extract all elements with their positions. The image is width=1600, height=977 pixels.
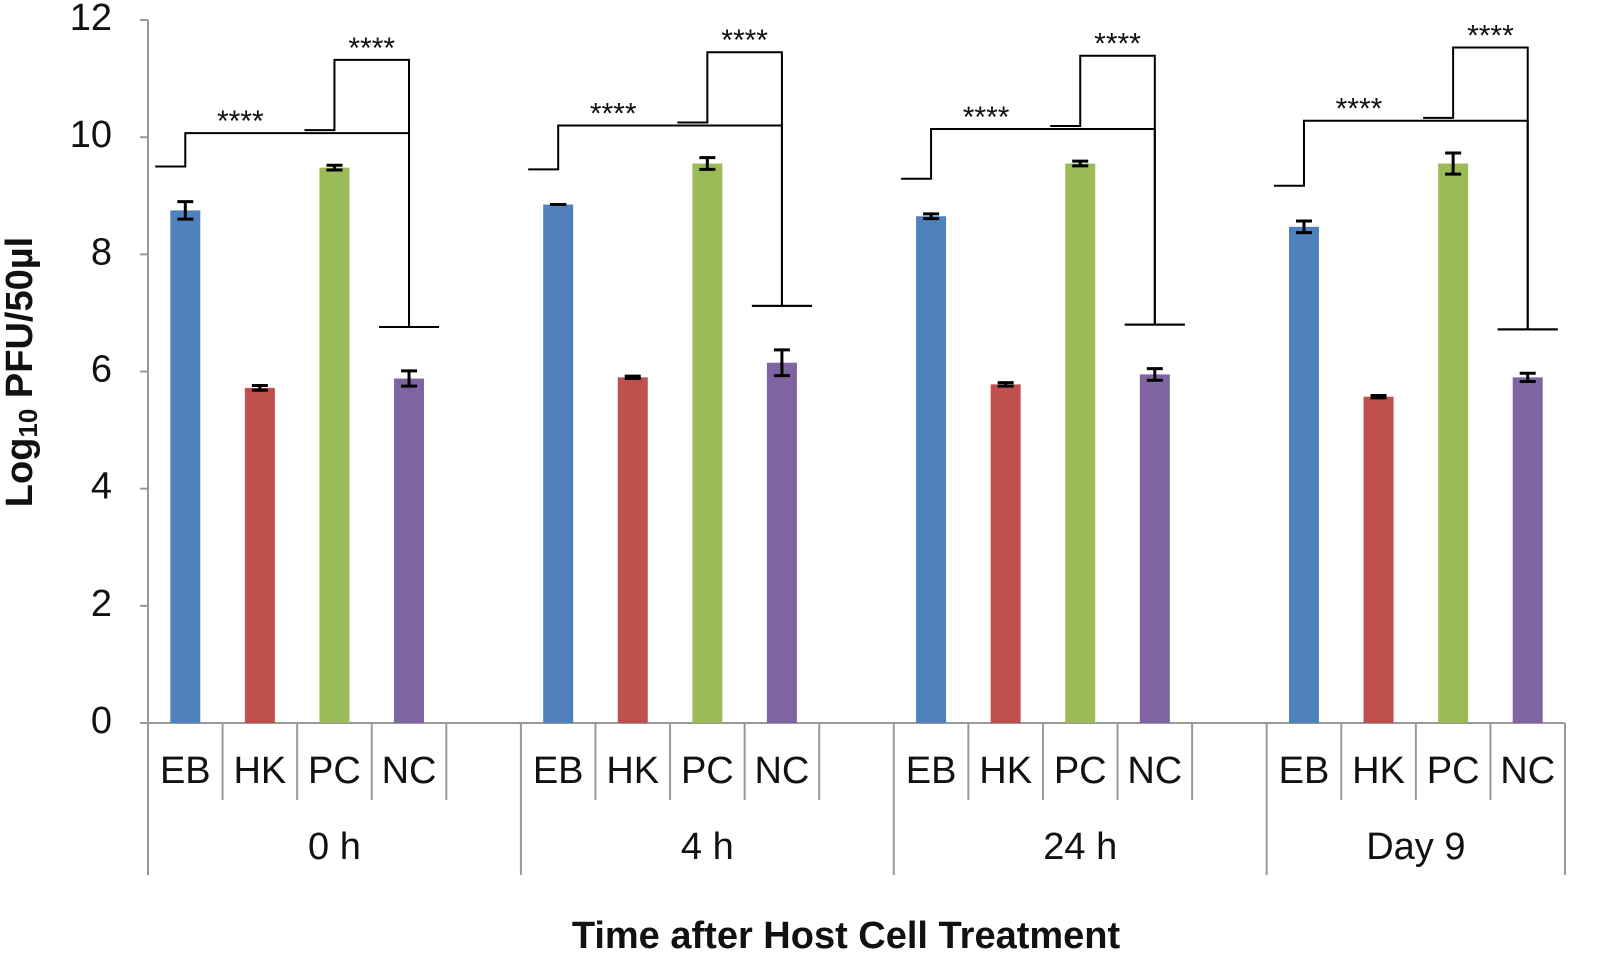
error-bar [624, 374, 641, 381]
significance-bracket [1423, 46, 1558, 331]
bar [916, 216, 947, 724]
significance-label: **** [721, 24, 768, 57]
bar [170, 210, 201, 724]
y-tick-label: 2 [91, 583, 112, 625]
bar [1288, 226, 1319, 723]
significance-label: **** [1467, 19, 1514, 52]
y-tick-label: 6 [91, 349, 112, 391]
y-tick-label: 0 [91, 700, 112, 742]
error-bar [1146, 367, 1163, 382]
error-bar [177, 200, 194, 221]
x-tick-label: HK [1352, 750, 1405, 792]
bar [1512, 377, 1543, 723]
group-label: 24 h [1043, 826, 1117, 868]
y-label-subscript: 10 [13, 409, 43, 438]
error-bar [773, 348, 790, 378]
group-label: 0 h [308, 826, 361, 868]
x-tick-label: PC [1427, 750, 1480, 792]
bar [617, 377, 648, 723]
bar [692, 163, 723, 723]
x-tick-label: HK [233, 750, 286, 792]
y-label-base: Log [0, 438, 41, 508]
bar [1438, 163, 1469, 723]
error-bar [1445, 151, 1462, 176]
bar [990, 384, 1021, 723]
y-tick-label: 12 [70, 0, 112, 39]
significance-bracket [304, 58, 440, 328]
y-axis-label: Log10 PFU/50µl [0, 237, 43, 507]
error-bar [1295, 219, 1312, 235]
significance-label: **** [1094, 28, 1141, 61]
bar [1139, 374, 1170, 723]
x-tick-label: EB [1279, 750, 1330, 792]
y-label-rest: PFU/50µl [0, 237, 41, 409]
x-tick-label: NC [1127, 750, 1182, 792]
significance-label: **** [590, 97, 637, 130]
group-label: Day 9 [1366, 826, 1465, 868]
error-bar [923, 212, 940, 221]
bar [766, 362, 797, 723]
bar [319, 167, 350, 723]
y-tick-label: 8 [91, 231, 112, 273]
x-tick-label: EB [160, 750, 211, 792]
x-tick-label: HK [979, 750, 1032, 792]
significance-label: **** [217, 105, 264, 138]
x-tick-label: PC [681, 750, 734, 792]
error-bar [251, 384, 268, 392]
error-bar [699, 156, 716, 171]
x-tick-label: NC [754, 750, 809, 792]
x-tick-label: NC [1500, 750, 1555, 792]
significance-label: **** [1336, 93, 1383, 126]
error-bar [1072, 159, 1089, 168]
significance-bracket [1050, 54, 1185, 326]
y-tick-label: 10 [70, 114, 112, 156]
error-bar [401, 369, 418, 388]
y-tick-label: 4 [91, 466, 112, 508]
x-tick-label: HK [606, 750, 659, 792]
error-bar [326, 163, 343, 172]
x-tick-label: EB [533, 750, 584, 792]
significance-bracket [677, 51, 812, 307]
bar [1363, 396, 1394, 723]
x-tick-label: PC [1054, 750, 1107, 792]
error-bar [997, 381, 1014, 388]
error-bar [1370, 394, 1387, 400]
error-bar [1519, 371, 1536, 383]
bar [1065, 163, 1096, 723]
x-axis-label: Time after Host Cell Treatment [572, 915, 1121, 957]
significance-label: **** [963, 101, 1010, 134]
bar [394, 378, 425, 723]
bar [244, 387, 275, 723]
x-tick-label: PC [308, 750, 361, 792]
bar [543, 204, 574, 724]
x-tick-label: EB [906, 750, 957, 792]
x-tick-label: NC [382, 750, 437, 792]
group-label: 4 h [681, 826, 734, 868]
significance-label: **** [348, 32, 395, 65]
